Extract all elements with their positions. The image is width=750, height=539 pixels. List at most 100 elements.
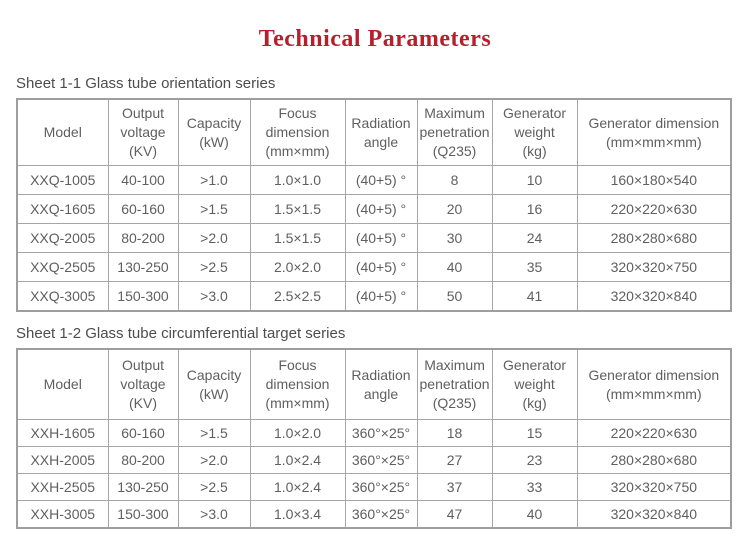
cell-generator-weight: 40	[491, 500, 578, 529]
cell-output-voltage: 80-200	[107, 223, 179, 253]
cell-capacity: >2.5	[177, 473, 251, 501]
col-header-output-voltage: Output voltage (KV)	[107, 348, 179, 420]
col-header-max-penetration: Maximum penetration (Q235)	[416, 98, 493, 166]
cell-output-voltage: 40-100	[107, 165, 179, 195]
table-row: XXH-2005 80-200 >2.0 1.0×2.4 360°×25° 27…	[16, 446, 732, 474]
cell-max-penetration: 37	[416, 473, 493, 501]
cell-generator-weight: 23	[491, 446, 578, 474]
cell-max-penetration: 27	[416, 446, 493, 474]
col-header-focus-dimension: Focus dimension (mm×mm)	[249, 348, 346, 420]
table-row: XXQ-1605 60-160 >1.5 1.5×1.5 (40+5) ° 20…	[16, 194, 732, 224]
cell-generator-weight: 35	[491, 252, 578, 282]
cell-generator-dimension: 320×320×840	[576, 281, 732, 312]
cell-radiation-angle: (40+5) °	[344, 223, 418, 253]
cell-radiation-angle: 360°×25°	[344, 500, 418, 529]
table-row: XXQ-2505 130-250 >2.5 2.0×2.0 (40+5) ° 4…	[16, 252, 732, 282]
col-header-max-penetration: Maximum penetration (Q235)	[416, 348, 493, 420]
cell-capacity: >3.0	[177, 500, 251, 529]
cell-generator-dimension: 320×320×840	[576, 500, 732, 529]
cell-radiation-angle: (40+5) °	[344, 194, 418, 224]
cell-generator-dimension: 280×280×680	[576, 223, 732, 253]
cell-generator-weight: 41	[491, 281, 578, 312]
table-row: XXQ-3005 150-300 >3.0 2.5×2.5 (40+5) ° 5…	[16, 281, 732, 312]
cell-radiation-angle: (40+5) °	[344, 252, 418, 282]
col-header-generator-dimension: Generator dimension (mm×mm×mm)	[576, 348, 732, 420]
cell-model: XXQ-1605	[16, 194, 109, 224]
cell-max-penetration: 20	[416, 194, 493, 224]
cell-output-voltage: 150-300	[107, 281, 179, 312]
glass-tube-orientation-table: Model Output voltage (KV) Capacity (kW) …	[16, 98, 733, 312]
col-header-focus-dimension: Focus dimension (mm×mm)	[249, 98, 346, 166]
cell-max-penetration: 40	[416, 252, 493, 282]
table-row: XXH-2505 130-250 >2.5 1.0×2.4 360°×25° 3…	[16, 473, 732, 501]
glass-tube-circumferential-table: Model Output voltage (KV) Capacity (kW) …	[16, 348, 733, 529]
cell-generator-dimension: 320×320×750	[576, 473, 732, 501]
col-header-capacity: Capacity (kW)	[177, 98, 251, 166]
cell-output-voltage: 130-250	[107, 252, 179, 282]
cell-generator-weight: 33	[491, 473, 578, 501]
cell-max-penetration: 50	[416, 281, 493, 312]
cell-generator-dimension: 320×320×750	[576, 252, 732, 282]
cell-capacity: >2.5	[177, 252, 251, 282]
cell-capacity: >1.5	[177, 194, 251, 224]
cell-focus-dimension: 1.0×1.0	[249, 165, 346, 195]
cell-model: XXH-3005	[16, 500, 109, 529]
cell-model: XXQ-2005	[16, 223, 109, 253]
col-header-output-voltage: Output voltage (KV)	[107, 98, 179, 166]
cell-radiation-angle: 360°×25°	[344, 419, 418, 447]
cell-model: XXQ-1005	[16, 165, 109, 195]
page-title: Technical Parameters	[258, 26, 492, 52]
cell-radiation-angle: (40+5) °	[344, 281, 418, 312]
header-row: Model Output voltage (KV) Capacity (kW) …	[16, 98, 732, 166]
sheet2-caption: Sheet 1-2 Glass tube circumferential tar…	[16, 325, 346, 342]
col-header-model: Model	[16, 348, 109, 420]
header-row: Model Output voltage (KV) Capacity (kW) …	[16, 348, 732, 420]
cell-output-voltage: 60-160	[107, 419, 179, 447]
cell-radiation-angle: 360°×25°	[344, 473, 418, 501]
table-row: XXH-1605 60-160 >1.5 1.0×2.0 360°×25° 18…	[16, 419, 732, 447]
sheet1-caption: Sheet 1-1 Glass tube orientation series	[16, 75, 276, 92]
cell-max-penetration: 18	[416, 419, 493, 447]
cell-focus-dimension: 2.5×2.5	[249, 281, 346, 312]
cell-focus-dimension: 1.5×1.5	[249, 223, 346, 253]
table-row: XXQ-2005 80-200 >2.0 1.5×1.5 (40+5) ° 30…	[16, 223, 732, 253]
table-row: XXQ-1005 40-100 >1.0 1.0×1.0 (40+5) ° 8 …	[16, 165, 732, 195]
cell-radiation-angle: (40+5) °	[344, 165, 418, 195]
cell-focus-dimension: 1.5×1.5	[249, 194, 346, 224]
cell-focus-dimension: 1.0×3.4	[249, 500, 346, 529]
cell-focus-dimension: 2.0×2.0	[249, 252, 346, 282]
cell-capacity: >1.0	[177, 165, 251, 195]
cell-model: XXQ-2505	[16, 252, 109, 282]
cell-focus-dimension: 1.0×2.4	[249, 446, 346, 474]
cell-generator-dimension: 280×280×680	[576, 446, 732, 474]
col-header-model: Model	[16, 98, 109, 166]
cell-max-penetration: 30	[416, 223, 493, 253]
col-header-generator-weight: Generator weight (kg)	[491, 348, 578, 420]
cell-capacity: >2.0	[177, 446, 251, 474]
cell-capacity: >1.5	[177, 419, 251, 447]
cell-generator-weight: 16	[491, 194, 578, 224]
cell-output-voltage: 130-250	[107, 473, 179, 501]
cell-model: XXH-2005	[16, 446, 109, 474]
cell-model: XXH-2505	[16, 473, 109, 501]
cell-radiation-angle: 360°×25°	[344, 446, 418, 474]
cell-model: XXQ-3005	[16, 281, 109, 312]
col-header-generator-dimension: Generator dimension (mm×mm×mm)	[576, 98, 732, 166]
cell-max-penetration: 8	[416, 165, 493, 195]
cell-focus-dimension: 1.0×2.4	[249, 473, 346, 501]
cell-generator-weight: 10	[491, 165, 578, 195]
col-header-radiation-angle: Radiation angle	[344, 98, 418, 166]
col-header-capacity: Capacity (kW)	[177, 348, 251, 420]
cell-output-voltage: 80-200	[107, 446, 179, 474]
cell-generator-dimension: 220×220×630	[576, 419, 732, 447]
cell-generator-weight: 15	[491, 419, 578, 447]
col-header-radiation-angle: Radiation angle	[344, 348, 418, 420]
cell-max-penetration: 47	[416, 500, 493, 529]
cell-capacity: >2.0	[177, 223, 251, 253]
cell-generator-weight: 24	[491, 223, 578, 253]
col-header-generator-weight: Generator weight (kg)	[491, 98, 578, 166]
cell-focus-dimension: 1.0×2.0	[249, 419, 346, 447]
cell-output-voltage: 60-160	[107, 194, 179, 224]
cell-model: XXH-1605	[16, 419, 109, 447]
